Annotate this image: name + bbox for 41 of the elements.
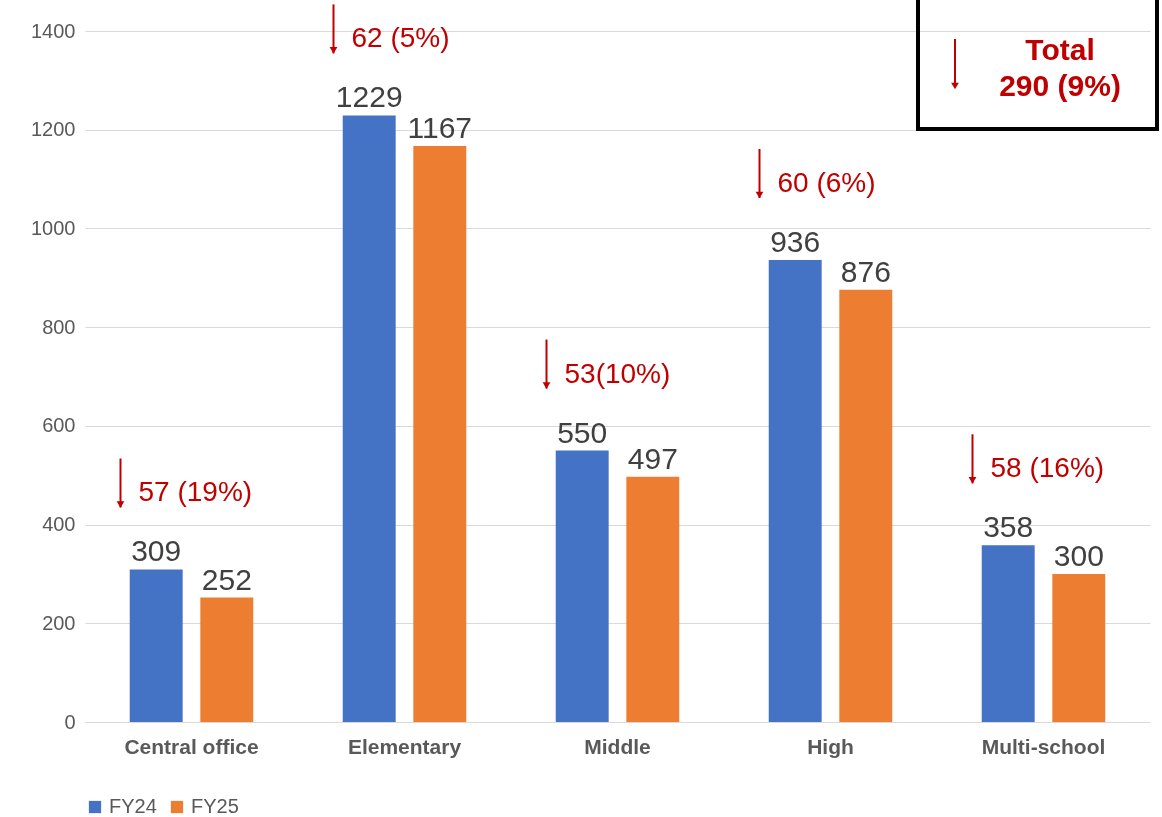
bar [981, 545, 1035, 722]
x-tick-label: Multi-school [981, 734, 1106, 758]
legend-label: FY24 [109, 795, 157, 817]
y-tick-label: 800 [42, 315, 76, 338]
y-tick-label: 1000 [31, 216, 76, 239]
data-label: 497 [627, 441, 678, 475]
x-tick-label: Elementary [347, 734, 462, 758]
legend-label: FY25 [191, 795, 239, 817]
data-label: 1167 [407, 111, 473, 144]
annotation: 53(10%) [564, 357, 671, 389]
bar [342, 115, 396, 722]
annotation: 62 (5%) [351, 22, 450, 54]
data-label: 550 [557, 415, 608, 449]
y-tick-label: 1200 [31, 118, 76, 141]
data-label: 1229 [335, 80, 403, 114]
data-label: 936 [770, 225, 821, 259]
y-tick-label: 600 [42, 414, 76, 437]
data-label: 309 [131, 534, 182, 568]
y-tick-label: 400 [42, 513, 76, 536]
y-tick-label: 200 [42, 611, 76, 634]
bar [1052, 573, 1106, 722]
data-label: 876 [840, 254, 891, 288]
x-tick-label: High [807, 734, 854, 758]
x-tick-label: Middle [584, 734, 651, 758]
annotation: 58 (16%) [990, 452, 1105, 484]
bar [413, 146, 467, 722]
bar [200, 597, 254, 722]
annotation: 60 (6%) [777, 167, 876, 199]
bar [626, 476, 680, 722]
data-label: 252 [201, 562, 252, 596]
annotation: 57 (19%) [138, 476, 253, 508]
annotation: Total 290 (9%) [999, 33, 1121, 102]
x-tick-label: Central office [124, 734, 259, 758]
data-label: 358 [983, 510, 1034, 544]
y-tick-label: 1400 [31, 19, 76, 42]
bar [839, 289, 893, 722]
y-tick-label: 0 [64, 710, 76, 733]
bar [129, 569, 183, 722]
bar [768, 260, 822, 722]
bar [555, 450, 609, 722]
data-label: 300 [1053, 538, 1104, 572]
